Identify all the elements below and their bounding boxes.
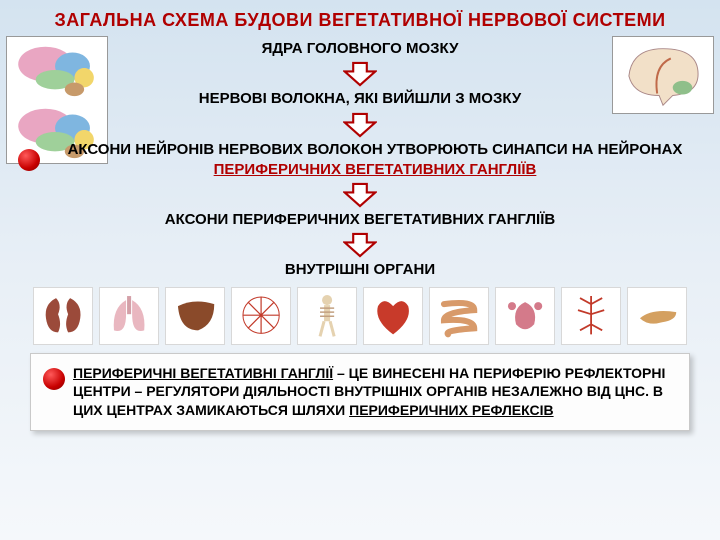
footnote-text: ПЕРИФЕРИЧНІ ВЕГЕТАТИВНІ ГАНГЛІЇ – ЦЕ ВИН… (73, 364, 677, 421)
footnote-underline-1: ПЕРИФЕРИЧНІ ВЕГЕТАТИВНІ ГАНГЛІЇ (73, 365, 333, 381)
organ-lungs (99, 287, 159, 345)
step-3: АКСОНИ НЕЙРОНІВ НЕРВОВИХ ВОЛОКОН УТВОРЮЮ… (48, 140, 702, 181)
page-title: ЗАГАЛЬНА СХЕМА БУДОВИ ВЕГЕТАТИВНОЇ НЕРВО… (0, 0, 720, 37)
step-4: АКСОНИ ПЕРИФЕРИЧНИХ ВЕГЕТАТИВНИХ ГАНГЛІЇ… (165, 210, 555, 230)
bullet-icon (43, 368, 65, 390)
organ-kidneys (33, 287, 93, 345)
footnote-box: ПЕРИФЕРИЧНІ ВЕГЕТАТИВНІ ГАНГЛІЇ – ЦЕ ВИН… (30, 353, 690, 432)
step-5: ВНУТРІШНІ ОРГАНИ (285, 260, 435, 280)
flow-content: ЯДРА ГОЛОВНОГО МОЗКУ НЕРВОВІ ВОЛОКНА, ЯК… (0, 39, 720, 431)
step-1: ЯДРА ГОЛОВНОГО МОЗКУ (262, 39, 459, 59)
footnote-underline-2: ПЕРИФЕРИЧНИХ РЕФЛЕКСІВ (349, 402, 553, 418)
organ-vascular-tree (561, 287, 621, 345)
organ-pancreas (627, 287, 687, 345)
organ-vessels (231, 287, 291, 345)
step-2: НЕРВОВІ ВОЛОКНА, ЯКІ ВИЙШЛИ З МОЗКУ (199, 89, 521, 109)
organ-heart (363, 287, 423, 345)
organ-skeleton (297, 287, 357, 345)
organ-reproductive (495, 287, 555, 345)
step-3-accent: ПЕРИФЕРИЧНИХ ВЕГЕТАТИВНИХ ГАНГЛІЇВ (214, 161, 537, 178)
arrow-1 (8, 61, 712, 87)
arrow-2 (8, 112, 712, 138)
bullet-icon (18, 149, 40, 171)
organ-liver (165, 287, 225, 345)
arrow-4 (8, 232, 712, 258)
organs-row (8, 287, 712, 345)
organ-intestine (429, 287, 489, 345)
step-3-plain: АКСОНИ НЕЙРОНІВ НЕРВОВИХ ВОЛОКОН УТВОРЮЮ… (68, 141, 683, 158)
arrow-3 (8, 182, 712, 208)
